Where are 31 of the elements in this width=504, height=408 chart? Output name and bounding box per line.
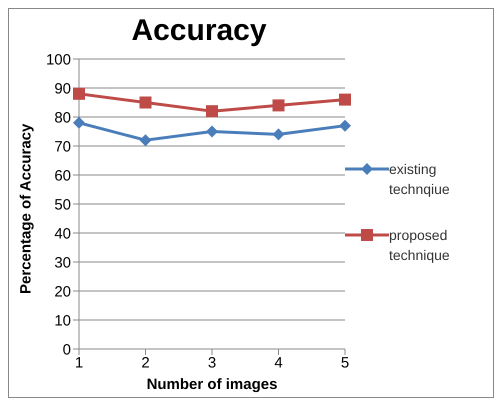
y-tick-label: 20 (54, 283, 71, 300)
y-tick-label: 0 (62, 341, 71, 358)
y-tick-label: 80 (54, 109, 71, 126)
point (73, 88, 85, 100)
point (73, 116, 85, 129)
x-tick-label: 4 (274, 354, 283, 372)
point (206, 126, 218, 138)
legend-label: proposed technique (389, 226, 451, 265)
point (339, 120, 351, 132)
y-tick-label: 70 (54, 138, 71, 156)
y-tick-label: 50 (54, 196, 71, 214)
x-tick-label: 2 (141, 354, 150, 372)
point (272, 99, 284, 112)
legend-label: existing technqiue (389, 160, 451, 199)
point (339, 94, 351, 106)
y-axis-title: Percentage of Accuracy (17, 122, 34, 294)
y-tick-label: 60 (54, 167, 71, 184)
y-tick-label: 40 (54, 225, 71, 242)
y-tick-label: 30 (54, 254, 71, 272)
x-axis-title: Number of images (146, 376, 278, 393)
x-tick-label: 5 (340, 354, 350, 372)
y-tick-label: 90 (54, 80, 71, 98)
x-tick-label: 1 (74, 354, 84, 372)
x-tick-label: 3 (208, 354, 216, 372)
point (206, 105, 218, 118)
y-tick-label: 100 (46, 51, 71, 68)
point (140, 134, 152, 146)
point (272, 128, 284, 140)
y-tick-label: 10 (54, 312, 71, 330)
point (140, 96, 152, 108)
chart-title: Accuracy (130, 13, 268, 49)
